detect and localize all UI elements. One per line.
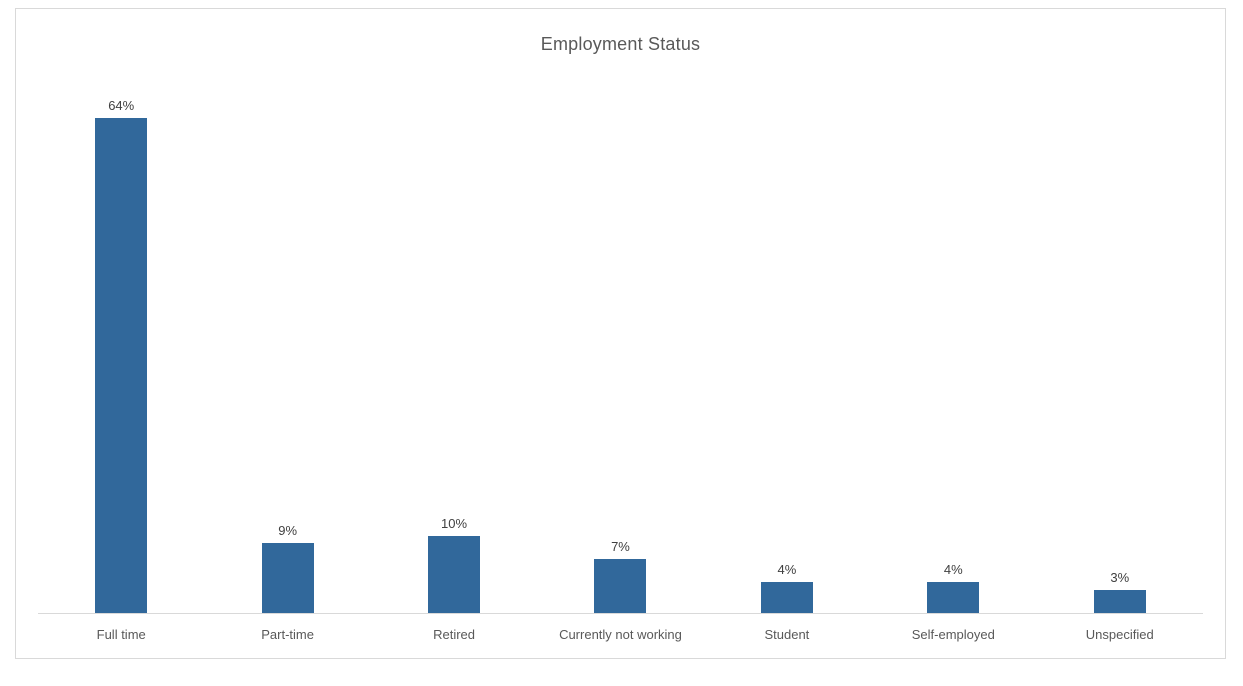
bar-column: 4% [870, 94, 1036, 613]
value-label: 64% [108, 98, 135, 113]
bar [95, 118, 148, 613]
value-label: 3% [1110, 569, 1130, 585]
category-label: Currently not working [559, 627, 682, 642]
bar-column: 10% [371, 94, 537, 613]
value-label: 9% [278, 523, 298, 539]
category-label: Retired [433, 627, 476, 642]
bar-column: 3% [1037, 94, 1203, 613]
plot-area: 64% 9% 10% 7% 4% 4% 3% [38, 94, 1203, 614]
bars-row: 64% 9% 10% 7% 4% 4% 3% [38, 94, 1203, 613]
bar-column: 7% [537, 94, 703, 613]
bar [594, 558, 647, 613]
employment-status-chart: Employment Status 64% 9% 10% 7% 4% 4% 3% Full … [15, 8, 1226, 659]
value-label: 10% [441, 515, 468, 531]
value-label: 7% [611, 538, 630, 554]
bar [1093, 589, 1146, 613]
value-label: 4% [943, 562, 963, 578]
category-label: Full time [96, 627, 146, 642]
category-label: Unspecified [1085, 627, 1154, 642]
chart-title: Employment Status [540, 34, 701, 54]
category-label: Part-time [261, 627, 314, 642]
bar [428, 535, 481, 613]
category-label: Self-employed [911, 627, 995, 642]
bar-column: 9% [204, 94, 370, 613]
value-label: 4% [777, 562, 797, 578]
category-axis: Full time Part-time Retired Currently not w… [38, 627, 1203, 643]
bar-column: 4% [704, 94, 870, 613]
bar-column: 64% [38, 94, 204, 613]
bar [927, 582, 980, 613]
category-label: Student [764, 627, 810, 642]
bar [760, 582, 813, 613]
bar [261, 543, 314, 613]
